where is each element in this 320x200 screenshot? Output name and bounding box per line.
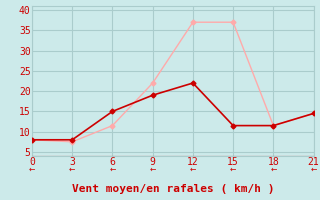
Text: ←: ←	[190, 164, 196, 173]
Text: ←: ←	[29, 164, 35, 173]
Text: ←: ←	[270, 164, 276, 173]
Text: ←: ←	[69, 164, 76, 173]
Text: ←: ←	[109, 164, 116, 173]
X-axis label: Vent moyen/en rafales ( km/h ): Vent moyen/en rafales ( km/h )	[72, 184, 274, 194]
Text: ←: ←	[149, 164, 156, 173]
Text: ←: ←	[230, 164, 236, 173]
Text: ←: ←	[310, 164, 317, 173]
